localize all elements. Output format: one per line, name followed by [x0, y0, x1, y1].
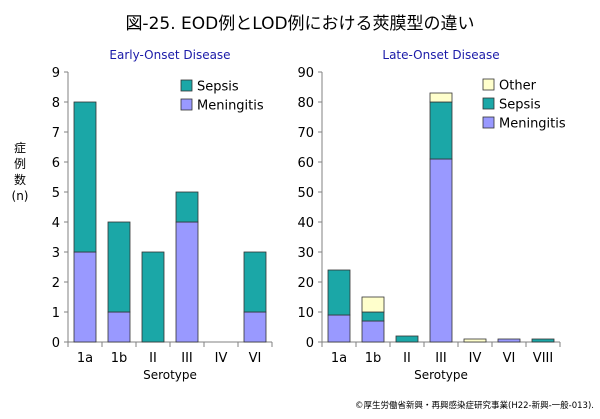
x-category-label: 1b [111, 351, 128, 366]
y-tick-label: 7 [52, 126, 60, 141]
figure-title: 図-25. EOD例とLOD例における莢膜型の違い [125, 14, 474, 34]
x-category-label: IV [469, 351, 482, 366]
x-axis-label: Serotype [414, 368, 468, 382]
y-tick-label: 10 [297, 306, 314, 321]
bar-sepsis-1a [73, 101, 97, 253]
bar-meningitis-1a [73, 251, 97, 343]
bar-meningitis-III [429, 158, 453, 343]
bar-sepsis-1b [107, 221, 131, 313]
y-tick-label: 40 [297, 216, 314, 231]
legend-swatch-meningitis [482, 116, 495, 129]
legend-swatch-meningitis [180, 98, 193, 111]
y-tick-label: 8 [52, 96, 60, 111]
y-tick-label: 1 [52, 306, 60, 321]
y-tick-label: 2 [52, 276, 60, 291]
legend-label-meningitis: Meningitis [499, 117, 566, 132]
y-tick-label: 4 [52, 216, 60, 231]
y-tick-label: 3 [52, 246, 60, 261]
y-tick-label: 50 [297, 186, 314, 201]
bar-meningitis-1b [361, 320, 385, 343]
x-category-label: II [149, 351, 157, 366]
y-tick-label: 20 [297, 276, 314, 291]
bar-meningitis-VI [497, 338, 521, 343]
y-tick-label: 0 [52, 336, 60, 351]
x-category-label: 1a [77, 351, 93, 366]
bar-other-IV [463, 338, 487, 343]
y-tick-label: 80 [297, 96, 314, 111]
bar-sepsis-VIII [531, 338, 555, 343]
x-category-label: III [435, 351, 447, 366]
y-tick-label: 90 [297, 66, 314, 81]
bar-sepsis-II [141, 251, 165, 343]
x-category-label: II [403, 351, 411, 366]
legend-swatch-other [482, 78, 495, 91]
x-axis-label: Serotype [143, 368, 197, 382]
bar-meningitis-VI [243, 311, 267, 343]
legend-swatch-sepsis [482, 97, 495, 110]
chart-title: Early-Onset Disease [109, 48, 230, 62]
bar-sepsis-VI [243, 251, 267, 313]
legend: Sepsis Meningitis [180, 79, 264, 114]
legend-label-meningitis: Meningitis [197, 99, 264, 114]
bar-meningitis-1b [107, 311, 131, 343]
x-category-label: VIII [533, 351, 553, 366]
bar-meningitis-1a [327, 314, 351, 343]
y-tick-label: 60 [297, 156, 314, 171]
y-tick-label: 5 [52, 186, 60, 201]
y-tick-label: 9 [52, 66, 60, 81]
bar-sepsis-II [395, 335, 419, 343]
y-tick-label: 0 [306, 336, 314, 351]
bar-other-1b [361, 296, 385, 313]
chart-panel-1: Late-Onset Disease 0 10 20 30 40 50 60 70 80 90 1a 1… [297, 48, 565, 382]
y-tick-label: 70 [297, 126, 314, 141]
legend-label-sepsis: Sepsis [197, 80, 239, 95]
x-category-label: 1a [331, 351, 347, 366]
credit-line: ©厚生労働省新興・再興感染症研究事業(H22-新興-一般-013). [355, 400, 594, 411]
legend-label-sepsis: Sepsis [499, 98, 541, 113]
x-category-label: III [181, 351, 193, 366]
bar-meningitis-III [175, 221, 199, 343]
legend-label-other: Other [499, 79, 537, 94]
y-tick-label: 30 [297, 246, 314, 261]
y-tick-label: 6 [52, 156, 60, 171]
bar-other-III [429, 92, 453, 103]
x-category-label: VI [249, 351, 262, 366]
legend: Other Sepsis Meningitis [482, 78, 566, 132]
x-category-label: 1b [365, 351, 382, 366]
bar-sepsis-III [429, 101, 453, 160]
legend-swatch-sepsis [180, 79, 193, 92]
y-axis-label: 症例数(n) [12, 140, 29, 203]
bar-sepsis-III [175, 191, 199, 223]
x-category-label: VI [503, 351, 516, 366]
x-category-label: IV [215, 351, 228, 366]
chart-title: Late-Onset Disease [382, 48, 499, 62]
bar-sepsis-1a [327, 269, 351, 316]
bar-sepsis-1b [361, 311, 385, 322]
